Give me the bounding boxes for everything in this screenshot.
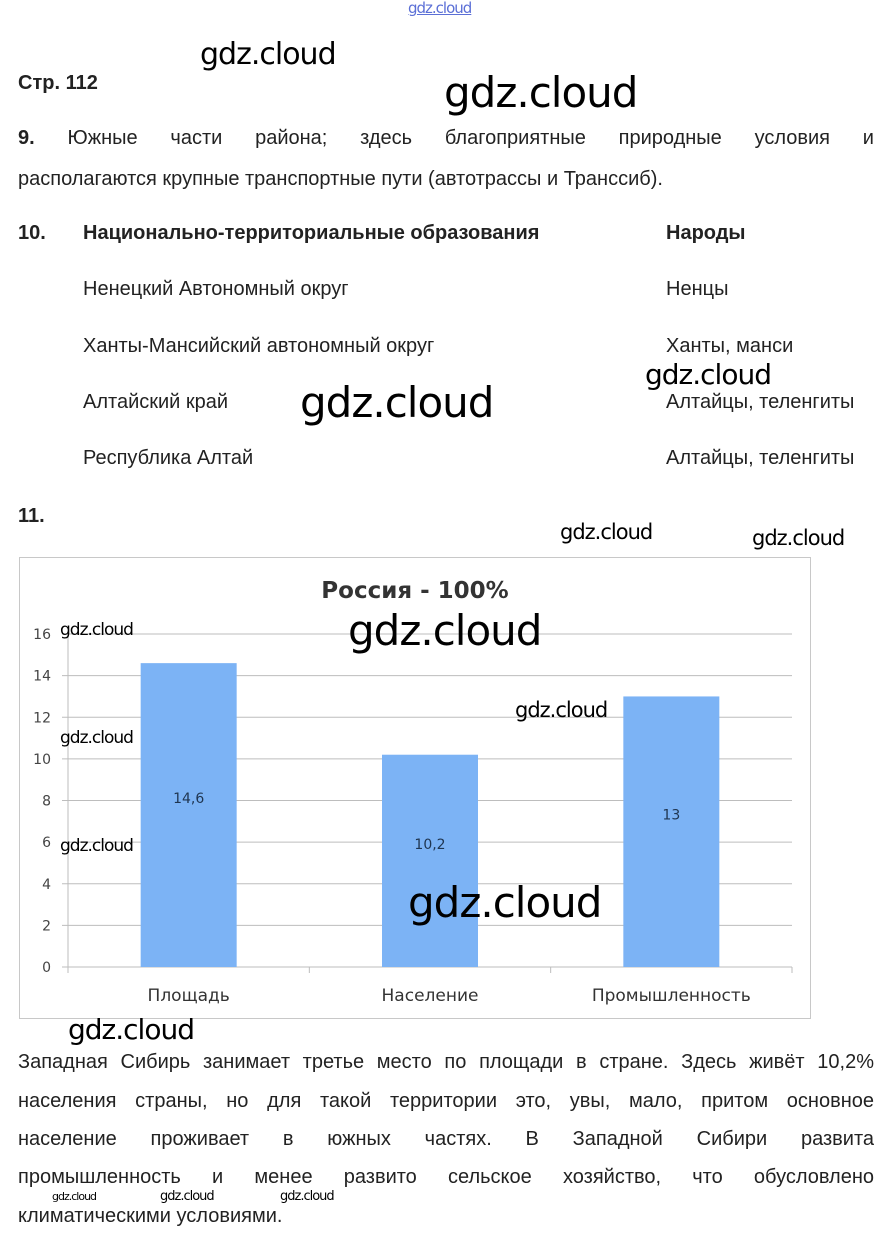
- q9-line2: располагаются крупные транспортные пути …: [18, 168, 663, 190]
- q9-text: Южные части района; здесь благоприятные …: [67, 127, 874, 149]
- chart-plot: 0 2 4 6 8 10 12 14 16 14,6 Площадь 10,2 Население 13 П…: [33, 627, 793, 1006]
- watermark: gdz.cloud: [444, 68, 638, 117]
- q9-line1: 9. Южные части района; здесь благоприятн…: [18, 127, 874, 150]
- watermark: gdz.cloud: [515, 698, 608, 722]
- table-cell-people: Алтайцы, теленгиты: [666, 447, 855, 469]
- table-cell-people: Алтайцы, теленгиты: [666, 391, 855, 413]
- table-cell-region: Ненецкий Автономный округ: [83, 278, 349, 300]
- y-tick-label: 10: [33, 752, 51, 768]
- watermark: gdz.cloud: [408, 878, 602, 927]
- data-label: 10,2: [414, 837, 445, 853]
- x-tick-label: Население: [382, 986, 479, 1006]
- paragraph-line: климатическими условиями.: [18, 1205, 283, 1227]
- bar: [623, 696, 720, 967]
- watermark: gdz.cloud: [60, 728, 134, 748]
- table-cell-region: Ханты-Мансийский автономный округ: [83, 335, 435, 357]
- x-tick-label: Площадь: [148, 986, 230, 1006]
- paragraph-line: Западная Сибирь занимает третье место по…: [18, 1051, 874, 1073]
- table-cell-region: Алтайский край: [83, 391, 229, 413]
- table-header-regions: Национально-территориальные образования: [83, 222, 540, 244]
- page-label: Стр. 112: [18, 72, 98, 94]
- watermark: gdz.cloud: [752, 526, 845, 550]
- bar: [140, 663, 237, 967]
- y-tick-label: 12: [33, 710, 51, 726]
- watermark: gdz.cloud: [348, 606, 542, 655]
- chart-title: Россия - 100%: [321, 578, 509, 604]
- y-tick-label: 16: [33, 627, 51, 643]
- data-label: 14,6: [173, 791, 204, 807]
- q10-number: 10.: [18, 222, 46, 244]
- watermark: gdz.cloud: [60, 836, 134, 856]
- q11-number: 11.: [18, 505, 45, 527]
- watermark: gdz.cloud: [645, 358, 772, 391]
- bar-chart: Россия - 100% 0 2 4 6 8 10 12 14 16 14,6 Площадь 10…: [19, 557, 811, 1019]
- watermark: gdz.cloud: [52, 1190, 97, 1203]
- q9-number: 9.: [18, 127, 35, 149]
- watermark: gdz.cloud: [560, 520, 653, 544]
- paragraph-line: население проживает в южных частях. В За…: [18, 1128, 874, 1150]
- y-tick-label: 0: [42, 960, 51, 976]
- y-tick-label: 14: [33, 669, 51, 685]
- watermark-link[interactable]: gdz.cloud: [408, 0, 472, 17]
- table-cell-people: Ханты, манси: [666, 335, 794, 357]
- data-label: 13: [662, 808, 680, 824]
- watermark: gdz.cloud: [280, 1189, 335, 1204]
- y-tick-label: 4: [42, 877, 51, 893]
- table-cell-region: Республика Алтай: [83, 447, 254, 469]
- bar: [382, 754, 478, 967]
- x-tick-label: Промышленность: [592, 986, 751, 1006]
- table-header-peoples: Народы: [666, 222, 746, 244]
- y-tick-label: 2: [42, 918, 51, 934]
- y-tick-label: 6: [42, 835, 51, 851]
- paragraph-line: населения страны, но для такой территори…: [18, 1090, 874, 1112]
- table-cell-people: Ненцы: [666, 278, 729, 300]
- watermark: gdz.cloud: [60, 620, 134, 640]
- watermark: gdz.cloud: [300, 378, 494, 427]
- paragraph-line: промышленность и менее развито сельское …: [18, 1166, 874, 1188]
- watermark: gdz.cloud: [68, 1013, 195, 1046]
- watermark: gdz.cloud: [200, 37, 337, 72]
- watermark: gdz.cloud: [160, 1189, 215, 1204]
- y-tick-label: 8: [42, 794, 51, 810]
